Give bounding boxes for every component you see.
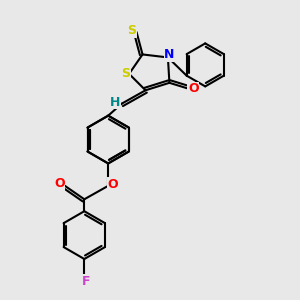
Text: O: O xyxy=(107,178,118,191)
Text: H: H xyxy=(110,96,120,109)
Text: O: O xyxy=(54,177,65,190)
Text: S: S xyxy=(122,68,130,80)
Text: N: N xyxy=(164,48,175,61)
Text: S: S xyxy=(128,24,136,37)
Text: F: F xyxy=(82,275,90,288)
Text: O: O xyxy=(188,82,199,95)
